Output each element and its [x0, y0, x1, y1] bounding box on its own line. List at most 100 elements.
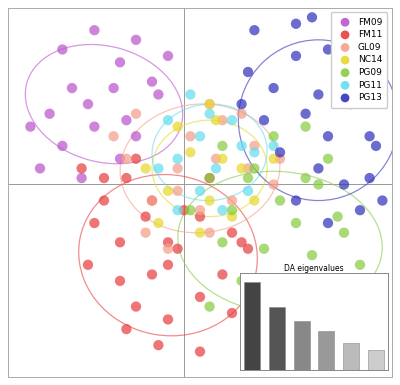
PG13	[325, 47, 331, 53]
FM09	[165, 53, 171, 59]
NC14	[213, 117, 219, 123]
FM09	[110, 85, 117, 91]
PG09	[357, 262, 363, 268]
PG09	[302, 175, 309, 181]
PG09	[238, 278, 245, 284]
FM11	[181, 207, 187, 213]
GL09	[174, 165, 181, 171]
PG13	[302, 110, 309, 117]
NC14	[165, 188, 171, 194]
FM09	[133, 37, 139, 43]
PG09	[293, 220, 299, 226]
FM09	[155, 91, 162, 97]
FM09	[78, 175, 85, 181]
PG13	[238, 101, 245, 107]
FM11	[123, 175, 130, 181]
PG11	[197, 133, 203, 139]
PG09	[283, 342, 290, 348]
GL09	[206, 229, 213, 236]
GL09	[174, 188, 181, 194]
PG11	[165, 117, 171, 123]
FM11	[133, 303, 139, 310]
NC14	[206, 198, 213, 204]
FM09	[149, 79, 155, 85]
PG11	[174, 207, 181, 213]
PG09	[219, 239, 226, 245]
FM11	[251, 278, 258, 284]
FM09	[69, 85, 75, 91]
FM11	[165, 239, 171, 245]
PG13	[309, 14, 315, 20]
PG13	[293, 198, 299, 204]
FM11	[174, 246, 181, 252]
PG13	[293, 21, 299, 27]
PG09	[334, 214, 341, 220]
FM11	[101, 198, 107, 204]
PG13	[366, 175, 373, 181]
NC14	[238, 165, 245, 171]
GL09	[229, 198, 235, 204]
FM11	[197, 294, 203, 300]
GL09	[219, 117, 226, 123]
PG13	[347, 101, 354, 107]
PG09	[325, 156, 331, 162]
PG11	[187, 91, 194, 97]
Title: DA eigenvalues: DA eigenvalues	[284, 264, 344, 273]
NC14	[229, 214, 235, 220]
FM09	[27, 124, 34, 130]
PG13	[277, 149, 283, 156]
PG13	[341, 181, 347, 187]
PG11	[219, 207, 226, 213]
FM11	[149, 271, 155, 278]
PG13	[251, 27, 258, 33]
PG13	[325, 220, 331, 226]
NC14	[219, 156, 226, 162]
PG09	[341, 229, 347, 236]
PG11	[174, 156, 181, 162]
GL09	[245, 165, 251, 171]
PG13	[341, 69, 347, 75]
GL09	[165, 246, 171, 252]
PG09	[309, 252, 315, 258]
PG11	[213, 165, 219, 171]
FM09	[91, 124, 98, 130]
NC14	[206, 101, 213, 107]
FM09	[85, 101, 91, 107]
PG13	[315, 165, 322, 171]
PG13	[293, 53, 299, 59]
NC14	[187, 149, 194, 156]
FM11	[133, 156, 139, 162]
PG11	[206, 110, 213, 117]
PG09	[251, 165, 258, 171]
PG09	[251, 326, 258, 332]
PG11	[155, 165, 162, 171]
GL09	[187, 133, 194, 139]
PG13	[325, 133, 331, 139]
PG09	[302, 124, 309, 130]
GL09	[142, 229, 149, 236]
FM09	[133, 133, 139, 139]
PG11	[245, 188, 251, 194]
PG13	[373, 143, 379, 149]
PG13	[347, 37, 354, 43]
FM09	[91, 27, 98, 33]
PG11	[251, 149, 258, 156]
GL09	[123, 156, 130, 162]
Legend: FM09, FM11, GL09, NC14, PG09, PG11, PG13: FM09, FM11, GL09, NC14, PG09, PG11, PG13	[331, 12, 388, 108]
PG13	[261, 117, 267, 123]
FM11	[238, 239, 245, 245]
FM11	[197, 214, 203, 220]
NC14	[142, 165, 149, 171]
FM11	[117, 278, 123, 284]
PG11	[238, 143, 245, 149]
NC14	[197, 229, 203, 236]
Bar	[244, 282, 260, 370]
PG09	[261, 246, 267, 252]
FM09	[37, 165, 43, 171]
GL09	[277, 156, 283, 162]
NC14	[251, 198, 258, 204]
Bar	[318, 331, 334, 370]
PG09	[219, 143, 226, 149]
PG13	[315, 91, 322, 97]
GL09	[149, 198, 155, 204]
